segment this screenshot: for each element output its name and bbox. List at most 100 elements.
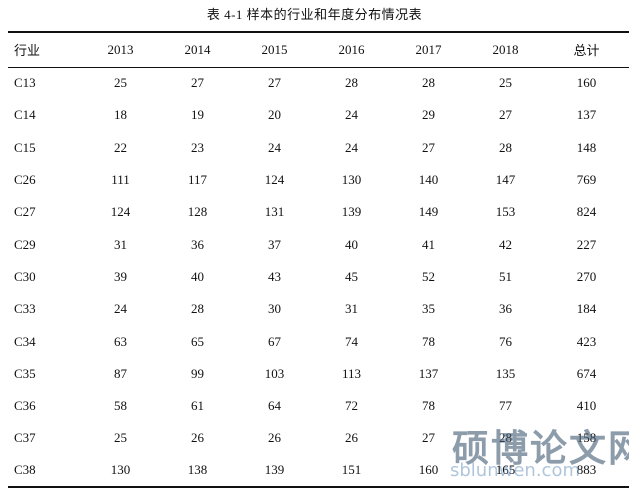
cell-2016: 130 xyxy=(341,172,362,188)
cell-2015: 20 xyxy=(268,107,281,123)
cell-2014: 117 xyxy=(187,172,208,188)
cell-total: 158 xyxy=(576,430,597,446)
cell-2018: 27 xyxy=(499,107,512,123)
cell-2016: 24 xyxy=(345,139,358,155)
cell-2016: 139 xyxy=(341,204,362,220)
industry-code: C36 xyxy=(14,398,36,414)
table-row: C26 111 117 124 130 140 147 769 xyxy=(8,164,629,196)
cell-total: 227 xyxy=(576,236,597,252)
header-2013: 2013 xyxy=(82,31,159,68)
cell-2013: 22 xyxy=(114,139,127,155)
cell-total: 824 xyxy=(576,204,597,220)
cell-2014: 19 xyxy=(191,107,204,123)
cell-2013: 58 xyxy=(114,398,127,414)
cell-2018: 165 xyxy=(467,454,544,488)
industry-code: C35 xyxy=(14,365,36,381)
table-row: C29 31 36 37 40 41 42 227 xyxy=(8,228,629,260)
cell-2014: 36 xyxy=(191,236,204,252)
cell-2013: 31 xyxy=(114,236,127,252)
cell-2018: 25 xyxy=(499,75,512,91)
header-2018: 2018 xyxy=(467,31,544,68)
industry-code: C33 xyxy=(14,301,36,317)
table-row: C13 25 27 27 28 28 25 160 xyxy=(8,67,629,99)
table-caption: 表 4-1 样本的行业和年度分布情况表 xyxy=(206,7,423,22)
industry-code: C14 xyxy=(14,107,36,123)
industry-code: C26 xyxy=(14,172,36,188)
cell-total: 410 xyxy=(576,398,597,414)
cell-2013: 87 xyxy=(114,365,127,381)
cell-total: 423 xyxy=(576,333,597,349)
cell-2013: 124 xyxy=(110,204,131,220)
cell-2014: 40 xyxy=(191,268,204,284)
cell-2014: 128 xyxy=(187,204,208,220)
cell-2016: 26 xyxy=(345,430,358,446)
cell-2014: 99 xyxy=(191,365,204,381)
cell-2017: 52 xyxy=(422,268,435,284)
header-2017: 2017 xyxy=(390,31,467,68)
cell-2016: 151 xyxy=(313,454,390,488)
table-row: C37 25 26 26 26 27 28 158 xyxy=(8,422,629,454)
cell-2016: 31 xyxy=(345,301,358,317)
cell-2016: 24 xyxy=(345,107,358,123)
cell-2014: 65 xyxy=(191,333,204,349)
cell-2014: 28 xyxy=(191,301,204,317)
cell-2015: 124 xyxy=(264,172,285,188)
industry-code: C30 xyxy=(14,268,36,284)
cell-2018: 36 xyxy=(499,301,512,317)
cell-2015: 24 xyxy=(268,139,281,155)
cell-2015: 103 xyxy=(264,365,285,381)
cell-2016: 74 xyxy=(345,333,358,349)
cell-2017: 160 xyxy=(390,454,467,488)
table-row: C30 39 40 43 45 52 51 270 xyxy=(8,261,629,293)
cell-2013: 25 xyxy=(114,75,127,91)
cell-2017: 140 xyxy=(418,172,439,188)
cell-2013: 130 xyxy=(82,454,159,488)
industry-code: C29 xyxy=(14,236,36,252)
cell-2018: 51 xyxy=(499,268,512,284)
cell-total: 674 xyxy=(576,365,597,381)
industry-code: C15 xyxy=(14,139,36,155)
cell-2017: 27 xyxy=(422,139,435,155)
table-row: C36 58 61 64 72 78 77 410 xyxy=(8,390,629,422)
cell-2015: 26 xyxy=(268,430,281,446)
cell-2018: 28 xyxy=(499,139,512,155)
cell-2015: 67 xyxy=(268,333,281,349)
cell-2017: 27 xyxy=(422,430,435,446)
cell-2013: 63 xyxy=(114,333,127,349)
cell-2016: 72 xyxy=(345,398,358,414)
header-industry: 行业 xyxy=(8,31,82,68)
cell-2018: 28 xyxy=(499,430,512,446)
cell-total: 160 xyxy=(576,75,597,91)
cell-total: 769 xyxy=(576,172,597,188)
cell-2015: 64 xyxy=(268,398,281,414)
cell-2018: 76 xyxy=(499,333,512,349)
cell-2017: 137 xyxy=(418,365,439,381)
cell-2016: 28 xyxy=(345,75,358,91)
cell-2015: 27 xyxy=(268,75,281,91)
cell-2014: 23 xyxy=(191,139,204,155)
header-total: 总计 xyxy=(544,31,629,68)
table-row: C27 124 128 131 139 149 153 824 xyxy=(8,196,629,228)
cell-2013: 25 xyxy=(114,430,127,446)
cell-2015: 37 xyxy=(268,236,281,252)
industry-code: C38 xyxy=(8,454,82,488)
cell-2015: 131 xyxy=(264,204,285,220)
cell-2015: 43 xyxy=(268,268,281,284)
cell-2017: 78 xyxy=(422,398,435,414)
cell-total: 270 xyxy=(576,268,597,284)
cell-total: 883 xyxy=(544,454,629,488)
header-2014: 2014 xyxy=(159,31,236,68)
industry-code: C27 xyxy=(14,204,36,220)
cell-2018: 77 xyxy=(499,398,512,414)
cell-2017: 78 xyxy=(422,333,435,349)
cell-2013: 39 xyxy=(114,268,127,284)
cell-2014: 61 xyxy=(191,398,204,414)
header-2016: 2016 xyxy=(313,31,390,68)
cell-total: 184 xyxy=(576,301,597,317)
table-row: C14 18 19 20 24 29 27 137 xyxy=(8,99,629,131)
cell-2017: 35 xyxy=(422,301,435,317)
cell-2013: 18 xyxy=(114,107,127,123)
cell-2015: 30 xyxy=(268,301,281,317)
industry-year-table: 行业 2013 2014 2015 2016 2017 2018 总计 C13 … xyxy=(8,31,629,488)
cell-2016: 45 xyxy=(345,268,358,284)
